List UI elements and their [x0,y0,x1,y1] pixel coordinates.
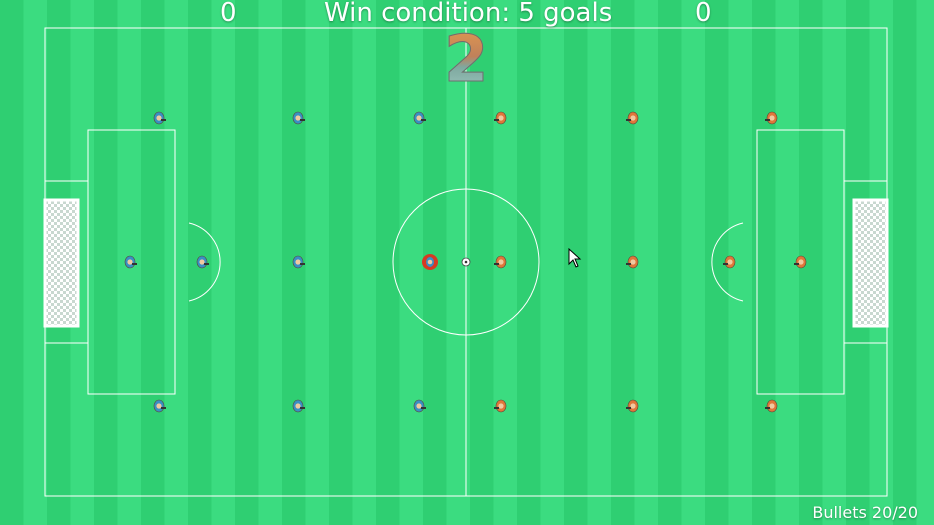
right-team-score: 0 [695,0,712,28]
orange-player-icon [794,255,807,269]
blue-player-icon [124,255,137,269]
orange-player-icon [765,399,778,413]
orange-player-icon [765,111,778,125]
orange-player-icon [723,255,736,269]
win-condition-label: Win condition: 5 goals [324,0,613,28]
orange-player-icon [626,111,639,125]
bullets-counter: Bullets 20/20 [812,503,918,522]
blue-player-icon [292,111,305,125]
right-goal-net [852,198,889,328]
orange-player-icon [626,255,639,269]
right-penalty-arc [711,222,744,302]
countdown-number: 2 [444,23,490,97]
left-team-score: 0 [220,0,237,28]
left-goal-net [43,198,80,328]
blue-player-icon [153,399,166,413]
left-penalty-arc [188,222,221,302]
orange-player-icon [494,111,507,125]
blue-player-icon [413,399,426,413]
blue-player-icon [292,255,305,269]
mouse-cursor-icon [568,248,582,268]
blue-player-icon [196,255,209,269]
blue-player-icon [153,111,166,125]
ball-icon [461,257,471,267]
blue-player-icon [292,399,305,413]
blue-player-icon [413,111,426,125]
orange-player-icon [626,399,639,413]
orange-player-icon [494,255,507,269]
orange-player-icon [494,399,507,413]
center-circle [392,188,540,336]
players-layer [124,111,807,413]
controlled-player-icon [422,254,438,270]
